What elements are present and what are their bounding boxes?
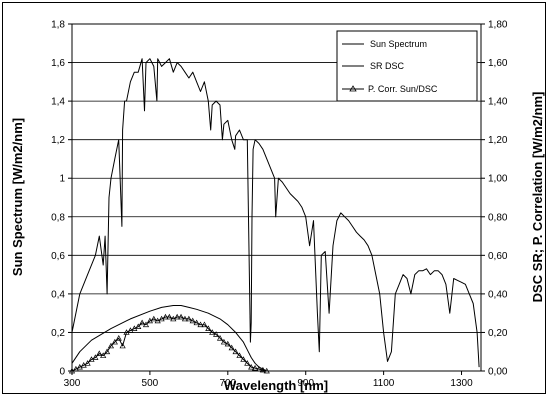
series-2-point-29 bbox=[181, 315, 189, 322]
legend-label-p-corr: P. Corr. Sun/DSC bbox=[368, 84, 438, 94]
series-2-point-39 bbox=[220, 338, 228, 345]
series-2-point-45 bbox=[244, 360, 251, 366]
series-2-point-4 bbox=[84, 360, 91, 366]
y-tick-label-3: 0,6 bbox=[51, 251, 65, 262]
series-2-point-33 bbox=[197, 321, 204, 328]
y-tick-label-6: 1,2 bbox=[51, 135, 65, 146]
y-axis-title: Sun Spectrum [W/m2/nm] bbox=[10, 118, 25, 276]
series-2-point-46 bbox=[248, 363, 255, 370]
series-2-point-42 bbox=[232, 348, 239, 355]
series-2-point-7 bbox=[96, 350, 103, 356]
series-layer bbox=[68, 58, 480, 374]
y2-tick-label-7: 1,40 bbox=[488, 97, 508, 108]
legend-label-sr-dsc: SR DSC bbox=[370, 61, 405, 71]
x-axis-title: Wavelength [nm] bbox=[224, 378, 328, 393]
y2-tick-label-1: 0,20 bbox=[488, 328, 508, 339]
plot-area bbox=[71, 23, 482, 372]
series-2-point-27 bbox=[174, 313, 181, 320]
y-tick-label-1: 0,2 bbox=[51, 328, 65, 339]
series-2-point-6 bbox=[92, 354, 99, 360]
series-2-point-34 bbox=[201, 321, 208, 328]
y-tick-label-0: 0 bbox=[59, 367, 65, 378]
y-tick-label-5: 1 bbox=[59, 174, 65, 185]
series-2-point-10 bbox=[107, 342, 115, 349]
series-2-point-47 bbox=[251, 364, 259, 371]
series-2-point-12 bbox=[115, 335, 122, 341]
series-2-point-13 bbox=[119, 342, 126, 349]
y2-tick-label-8: 1,60 bbox=[488, 58, 508, 69]
series-2-point-31 bbox=[189, 317, 196, 324]
y2-tick-label-2: 0,40 bbox=[488, 289, 508, 300]
y2-axis-ticks: 0,00 0,20 0,40 0,60 0,80 1,00 1,20 1,40 1,60 1,80 bbox=[481, 20, 508, 378]
x-tick-label-1: 500 bbox=[142, 378, 159, 389]
series-2-point-38 bbox=[216, 335, 224, 341]
series-2-point-32 bbox=[193, 319, 200, 326]
series-2-point-21 bbox=[150, 315, 157, 322]
x-tick-label-2: 700 bbox=[219, 378, 236, 389]
series-2-point-36 bbox=[209, 329, 216, 335]
series-2-point-17 bbox=[135, 323, 142, 330]
series-line-1 bbox=[71, 305, 268, 372]
y-axis-ticks: 0 0,2 0,4 0,6 0,8 1 1,2 1,4 1,6 1,8 bbox=[51, 20, 72, 378]
x-tick-label-4: 1100 bbox=[373, 378, 395, 389]
series-line-0 bbox=[71, 58, 480, 368]
series-2-point-28 bbox=[177, 313, 185, 320]
y2-tick-label-0: 0,00 bbox=[488, 367, 508, 378]
series-2-point-43 bbox=[236, 352, 243, 358]
y-tick-label-4: 0,8 bbox=[51, 212, 65, 223]
x-tick-label-0: 300 bbox=[64, 378, 81, 389]
series-2-point-18 bbox=[139, 319, 146, 326]
series-line-2 bbox=[71, 316, 267, 372]
y2-axis-title: DSC SR; P. Correlation [W/m2/nm] bbox=[530, 92, 545, 303]
y-tick-label-7: 1,4 bbox=[51, 97, 65, 108]
y2-tick-label-5: 1,00 bbox=[488, 174, 508, 185]
series-2-point-49 bbox=[259, 366, 266, 373]
y2-tick-label-6: 1,20 bbox=[488, 135, 508, 146]
series-2-point-11 bbox=[111, 338, 118, 345]
y-tick-label-9: 1,8 bbox=[51, 20, 65, 31]
series-2-point-37 bbox=[213, 331, 220, 337]
series-2-point-24 bbox=[162, 313, 169, 320]
series-2-point-41 bbox=[228, 344, 235, 351]
legend: Sun Spectrum SR DSC P. Corr. Sun/DSC bbox=[336, 30, 478, 102]
y-tick-label-2: 0,4 bbox=[51, 289, 65, 300]
y2-tick-label-9: 1,80 bbox=[488, 20, 508, 31]
y2-tick-label-4: 0,80 bbox=[488, 212, 508, 223]
x-tick-label-3: 900 bbox=[297, 378, 314, 389]
x-tick-label-5: 1300 bbox=[450, 378, 473, 389]
series-2-point-48 bbox=[255, 365, 263, 372]
series-2-point-8 bbox=[100, 352, 107, 358]
series-2-point-25 bbox=[166, 313, 173, 320]
y-tick-label-8: 1,6 bbox=[51, 58, 65, 69]
gridlines bbox=[72, 62, 481, 333]
series-2-point-19 bbox=[142, 321, 150, 328]
series-2-point-35 bbox=[205, 325, 212, 331]
x-axis-ticks: 300 500 700 900 1100 1300 bbox=[64, 371, 473, 389]
series-2-point-9 bbox=[103, 348, 111, 355]
y2-tick-label-3: 0,60 bbox=[488, 251, 508, 262]
series-2-point-40 bbox=[224, 340, 231, 347]
series-2-point-44 bbox=[240, 356, 247, 362]
series-2-point-30 bbox=[185, 315, 192, 322]
legend-label-sun-spectrum: Sun Spectrum bbox=[370, 39, 427, 49]
legend-marker-p-corr bbox=[349, 85, 357, 92]
series-2-point-50 bbox=[263, 367, 270, 374]
